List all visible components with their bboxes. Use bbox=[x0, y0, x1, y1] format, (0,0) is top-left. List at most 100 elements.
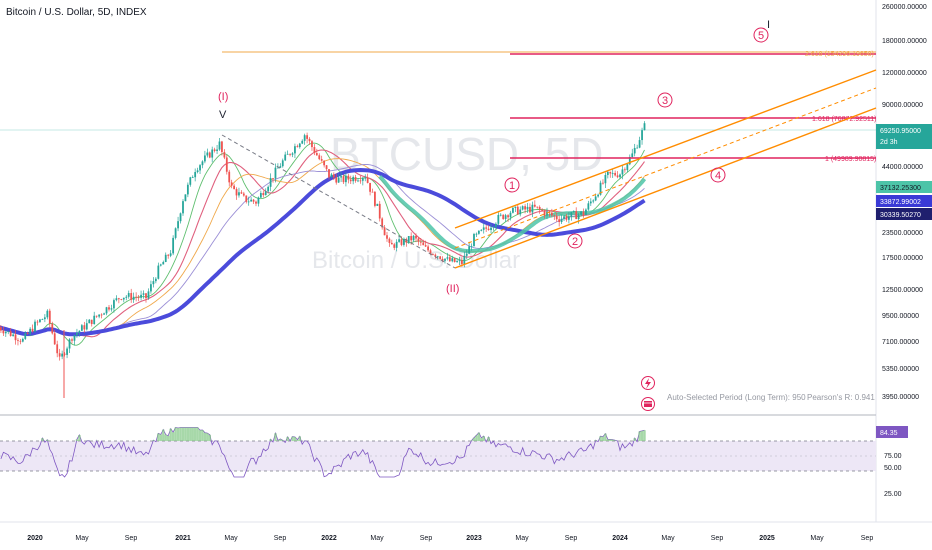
candle-body bbox=[509, 212, 512, 218]
candle-body bbox=[296, 146, 299, 148]
candle-body bbox=[587, 203, 590, 210]
candle-body bbox=[14, 334, 17, 341]
candle-body bbox=[386, 235, 388, 239]
candle-body bbox=[284, 154, 287, 161]
ma-tag-b: 33872.99002 bbox=[876, 195, 932, 207]
candle-body bbox=[565, 216, 568, 220]
candle-body bbox=[323, 160, 326, 166]
candle-body bbox=[641, 130, 643, 141]
candle-body bbox=[164, 254, 167, 262]
candle-body bbox=[529, 206, 531, 213]
candle-body bbox=[250, 199, 253, 202]
time-tick-label: 2022 bbox=[321, 535, 337, 542]
channel-lower-line bbox=[454, 107, 877, 269]
candle-body bbox=[361, 178, 364, 181]
candle-body bbox=[213, 149, 216, 151]
ma-tag-c: 30339.50270 bbox=[876, 208, 932, 220]
price-tick-label: 44000.00000 bbox=[882, 164, 923, 171]
candle-body bbox=[473, 234, 475, 247]
fib-2618-label: 2.618 (154296.19658) bbox=[805, 51, 874, 58]
candle-body bbox=[499, 214, 502, 216]
candle-body bbox=[487, 228, 490, 231]
price-tick-label: 90000.00000 bbox=[882, 102, 923, 109]
candle-body bbox=[177, 221, 179, 229]
candle-body bbox=[347, 175, 350, 180]
candle-body bbox=[614, 172, 617, 176]
candle-body bbox=[320, 159, 323, 161]
price-tick-label: 120000.00000 bbox=[882, 70, 927, 77]
time-tick-label: Sep bbox=[861, 535, 874, 542]
candle-body bbox=[46, 310, 49, 318]
candle-body bbox=[533, 204, 536, 207]
candle-body bbox=[194, 172, 197, 178]
time-tick-label: Sep bbox=[420, 535, 433, 542]
candle-body bbox=[570, 212, 573, 217]
candle-body bbox=[502, 214, 505, 219]
candle-body bbox=[636, 147, 639, 149]
candle-body bbox=[218, 141, 221, 150]
lightning-icon[interactable] bbox=[641, 376, 655, 390]
candle-body bbox=[71, 339, 73, 341]
candle-body bbox=[446, 257, 449, 259]
candle-body bbox=[179, 213, 182, 222]
candle-body bbox=[130, 293, 133, 300]
price-tick-label: 12500.00000 bbox=[882, 287, 923, 294]
wave-3-text: 3 bbox=[662, 95, 668, 107]
candle-body bbox=[85, 323, 88, 330]
candle-body bbox=[267, 186, 270, 192]
candle-body bbox=[24, 333, 27, 339]
candle-body bbox=[369, 182, 371, 192]
candle-body bbox=[80, 325, 83, 331]
candle-body bbox=[553, 215, 556, 217]
rsi-value: 84.35 bbox=[880, 430, 898, 437]
wave-1-text: 1 bbox=[509, 180, 515, 192]
candle-body bbox=[90, 319, 93, 325]
candle-body bbox=[490, 227, 492, 231]
candle-body bbox=[357, 180, 359, 182]
candle-body bbox=[381, 218, 384, 228]
pearson-r: Pearson's R: 0.941 bbox=[807, 393, 875, 402]
price-tick-label: 180000.00000 bbox=[882, 38, 927, 45]
candle-body bbox=[152, 281, 155, 285]
candle-body bbox=[201, 161, 204, 166]
candle-body bbox=[463, 255, 466, 265]
candle-body bbox=[135, 296, 138, 298]
candle-body bbox=[497, 214, 500, 224]
candle-body bbox=[475, 233, 478, 235]
candle-body bbox=[17, 340, 19, 341]
candle-body bbox=[98, 314, 101, 317]
candle-body bbox=[235, 189, 238, 196]
candle-body bbox=[526, 206, 529, 210]
candle-body bbox=[354, 177, 357, 181]
candle-body bbox=[140, 294, 142, 298]
candle-body bbox=[36, 321, 39, 323]
candle-body bbox=[352, 177, 355, 182]
candle-body bbox=[543, 210, 546, 216]
candle-body bbox=[439, 256, 442, 259]
candle-body bbox=[26, 333, 29, 334]
candle-body bbox=[313, 147, 316, 154]
candle-body bbox=[159, 264, 162, 266]
candle-body bbox=[206, 152, 209, 156]
candle-body bbox=[245, 195, 248, 202]
candle-body bbox=[39, 319, 41, 322]
candle-body bbox=[359, 180, 362, 182]
candle-body bbox=[21, 338, 24, 342]
flag-icon[interactable] bbox=[641, 397, 655, 411]
candle-body bbox=[633, 147, 636, 154]
candle-body bbox=[34, 321, 36, 332]
candle-body bbox=[364, 177, 367, 179]
time-tick-label: 2020 bbox=[27, 535, 43, 542]
candles bbox=[0, 121, 646, 398]
candle-body bbox=[199, 165, 201, 171]
candle-body bbox=[252, 199, 255, 202]
candle-body bbox=[575, 211, 578, 220]
candle-body bbox=[289, 153, 291, 155]
candle-body bbox=[211, 149, 214, 158]
candle-body bbox=[100, 314, 103, 316]
candle-body bbox=[424, 245, 427, 247]
candle-body bbox=[550, 212, 553, 216]
candle-body bbox=[378, 203, 381, 219]
candle-body bbox=[247, 201, 250, 203]
